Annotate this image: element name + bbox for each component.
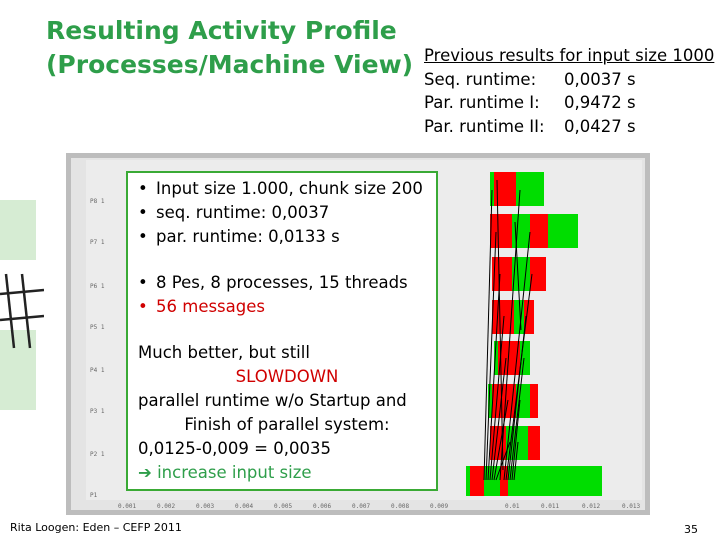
message-line <box>513 441 519 481</box>
running-segment <box>512 214 530 248</box>
finish-text: Finish of parallel system: <box>184 415 390 434</box>
message-lines <box>483 179 533 481</box>
previous-results-row: Par. runtime II: 0,0427 s <box>424 115 720 139</box>
message-line <box>491 357 507 481</box>
time-label: 0.003 <box>196 503 215 510</box>
blocked-segment <box>500 466 508 496</box>
message-line <box>485 231 497 481</box>
process-label: P4 1 <box>90 367 105 374</box>
previous-results-row: Par. runtime I: 0,9472 s <box>424 91 720 115</box>
blocked-segment <box>530 257 546 291</box>
row-p4 <box>494 341 530 375</box>
time-label: 0.01 <box>505 503 520 510</box>
running-segment <box>520 341 530 375</box>
blocked-segment <box>498 341 520 375</box>
blocked-segment <box>530 384 538 418</box>
previous-results: Previous results for input size 1000 Seq… <box>424 44 720 138</box>
time-label: 0.009 <box>430 503 449 510</box>
running-segment <box>518 172 544 206</box>
running-segment <box>490 214 512 248</box>
row-value: 0,0037 s <box>564 69 636 89</box>
parallel-runtime-text: parallel runtime w/o Startup and <box>138 391 407 410</box>
message-line <box>514 221 522 331</box>
process-label: P5 1 <box>90 324 105 331</box>
time-label: 0.005 <box>274 503 293 510</box>
message-line <box>493 399 509 481</box>
slide-title: Resulting Activity Profile (Processes/Ma… <box>46 14 416 82</box>
message-line <box>503 231 531 481</box>
previous-results-row: Seq. runtime: 0,0037 s <box>424 68 720 92</box>
process-label: P7 1 <box>90 239 105 246</box>
bullet-item: par. runtime: 0,0133 s <box>138 225 436 249</box>
message-line <box>499 189 521 481</box>
message-line <box>507 315 527 481</box>
footer-author: Rita Loogen: Eden – CEFP 2011 <box>10 521 182 534</box>
slide-title-line1: Resulting Activity Profile <box>46 16 397 45</box>
time-label: 0.011 <box>541 503 560 510</box>
decor-stripe <box>0 200 36 260</box>
message-line <box>509 357 525 481</box>
blocked-segment <box>530 214 548 248</box>
process-label: P1 <box>90 492 98 499</box>
bullet-item: seq. runtime: 0,0037 <box>138 201 436 225</box>
process-label: P8 1 <box>90 198 105 205</box>
blocked-segment <box>494 172 516 206</box>
message-line <box>483 189 493 481</box>
process-label: P3 1 <box>90 408 105 415</box>
row-p8 <box>490 172 544 206</box>
message-line <box>487 273 501 481</box>
blocked-segment <box>524 300 534 334</box>
calc-text: 0,0125-0,009 = 0,0035 <box>138 439 331 458</box>
previous-results-heading: Previous results for input size 1000 <box>424 46 715 65</box>
much-better-text: Much better, but still <box>138 343 310 362</box>
time-label: 0.004 <box>235 503 254 510</box>
bullet-item: 8 Pes, 8 processes, 15 threads <box>138 271 436 295</box>
blocked-segment <box>492 257 512 291</box>
arrow-right-icon: ➔ <box>138 463 152 482</box>
time-label: 0.006 <box>313 503 332 510</box>
bullet-list-runtime: Input size 1.000, chunk size 200 seq. ru… <box>138 177 436 249</box>
time-label: 0.008 <box>391 503 410 510</box>
row-value: 0,9472 s <box>564 93 636 112</box>
process-label: P6 1 <box>90 283 105 290</box>
increase-text: increase input size <box>157 463 312 482</box>
time-label: 0.013 <box>622 503 641 510</box>
bullet-item-messages: 56 messages <box>138 295 436 319</box>
page-number: 35 <box>684 523 698 536</box>
increase-line: ➔ increase input size <box>138 461 436 485</box>
blocked-segment <box>470 466 484 496</box>
process-label: P2 1 <box>90 451 105 458</box>
slide-title-line2: (Processes/Machine View) <box>46 50 414 79</box>
row-p7 <box>490 214 578 248</box>
message-line <box>496 179 504 471</box>
annotation-box: Input size 1.000, chunk size 200 seq. ru… <box>126 171 438 491</box>
bullet-list-processes: 8 Pes, 8 processes, 15 threads 56 messag… <box>138 271 436 319</box>
slowdown-text: SLOWDOWN <box>235 367 339 386</box>
running-segment <box>548 214 578 248</box>
bullet-item: Input size 1.000, chunk size 200 <box>138 177 436 201</box>
row-label: Par. runtime II: <box>424 116 545 136</box>
time-label: 0.012 <box>582 503 601 510</box>
time-label: 0.007 <box>352 503 371 510</box>
running-segment <box>514 300 524 334</box>
time-label: 0.002 <box>157 503 176 510</box>
message-line <box>511 399 521 481</box>
decor-hash-lines <box>0 273 44 349</box>
running-segment <box>494 341 498 375</box>
row-p6 <box>492 257 546 291</box>
time-label: 0.001 <box>118 503 137 510</box>
running-segment <box>512 257 530 291</box>
row-label: Par. runtime I: <box>424 93 540 112</box>
row-label: Seq. runtime: <box>424 69 537 89</box>
message-line <box>489 315 505 481</box>
running-segment <box>488 384 492 418</box>
blocked-segment <box>528 426 540 460</box>
row-value: 0,0427 s <box>564 116 636 136</box>
